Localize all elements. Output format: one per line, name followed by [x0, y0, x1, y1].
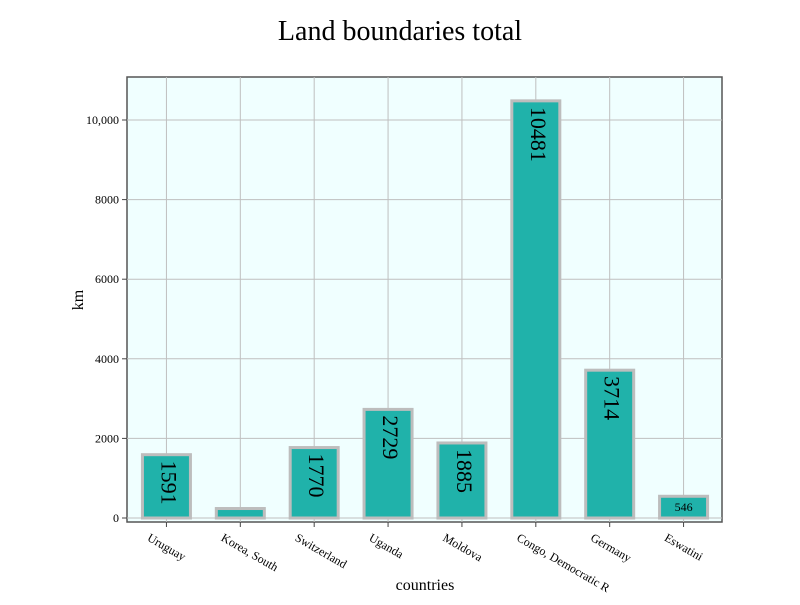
bars: 1591 1770 2729 1885 10481 3714 546 [140, 99, 710, 520]
bar [288, 446, 340, 520]
bar [214, 507, 266, 520]
bar [584, 368, 636, 520]
bar-data-label: 3714 [600, 376, 625, 420]
x-tick-label: Switzerland [293, 530, 350, 571]
x-tick-label: Germany [588, 530, 634, 564]
x-tick-label: Moldova [440, 530, 485, 564]
bar-data-label: 2729 [378, 415, 403, 459]
x-axis-label: countries [396, 577, 455, 594]
chart-title: Land boundaries total [278, 16, 522, 47]
y-tick-label: 0 [113, 511, 119, 525]
bar [362, 407, 414, 520]
bar-data-label: 1770 [304, 454, 329, 498]
y-tick-label: 8000 [95, 193, 119, 207]
x-tick-label: Korea, South [219, 530, 281, 574]
x-tick-label: Uganda [367, 530, 407, 561]
x-tick-label: Eswatini [662, 530, 706, 563]
x-tick-label: Uruguay [145, 530, 188, 563]
bar [510, 99, 562, 520]
bar [140, 453, 192, 520]
y-tick-label: 10,000 [86, 113, 119, 127]
bar-data-label: 10481 [526, 107, 551, 162]
bar-data-label: 1591 [156, 461, 181, 505]
y-tick-label: 2000 [95, 431, 119, 445]
y-tick-label: 4000 [95, 352, 119, 366]
bar-data-label: 1885 [452, 449, 477, 493]
y-tick-label: 6000 [95, 272, 119, 286]
bar-data-label: 546 [675, 500, 693, 514]
bar [436, 441, 488, 520]
bar [658, 494, 710, 520]
y-axis-label: km [70, 289, 87, 310]
